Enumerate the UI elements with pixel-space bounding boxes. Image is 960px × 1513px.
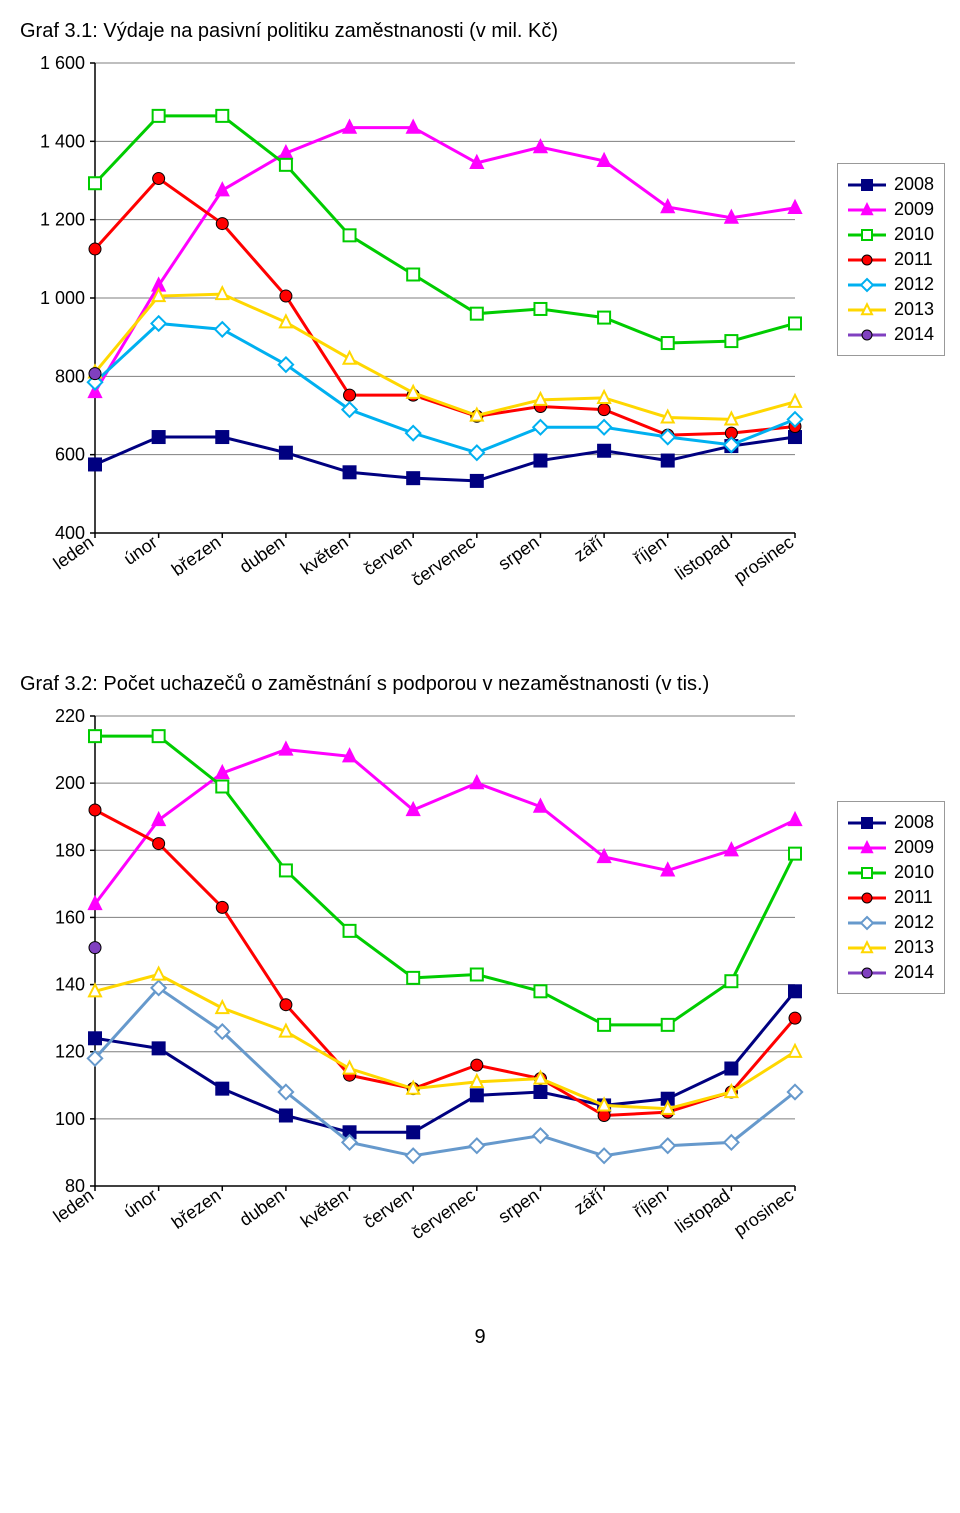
legend-label: 2009	[894, 199, 934, 220]
legend-item: 2009	[848, 199, 934, 220]
chart2-svg: 80100120140160180200220ledenúnorbřezendu…	[20, 706, 920, 1266]
legend-label: 2010	[894, 224, 934, 245]
legend-item: 2014	[848, 324, 934, 345]
legend-swatch	[848, 253, 886, 267]
chart1-title: Graf 3.1: Výdaje na pasivní politiku zam…	[20, 20, 940, 43]
legend-label: 2012	[894, 912, 934, 933]
svg-text:červenec: červenec	[408, 532, 479, 590]
legend-swatch	[848, 178, 886, 192]
legend-label: 2010	[894, 862, 934, 883]
legend-item: 2012	[848, 912, 934, 933]
svg-text:červenec: červenec	[408, 1185, 479, 1243]
svg-text:březen: březen	[168, 532, 225, 580]
legend-item: 2011	[848, 887, 934, 908]
svg-text:listopad: listopad	[671, 532, 733, 584]
legend-label: 2014	[894, 324, 934, 345]
legend-item: 2008	[848, 174, 934, 195]
chart2-title: Graf 3.2: Počet uchazečů o zaměstnání s …	[20, 673, 940, 696]
svg-text:říjen: říjen	[630, 532, 670, 568]
legend-item: 2013	[848, 299, 934, 320]
svg-text:květen: květen	[297, 1185, 352, 1232]
legend-item: 2013	[848, 937, 934, 958]
svg-text:220: 220	[55, 706, 85, 726]
legend-swatch	[848, 866, 886, 880]
chart1-legend: 2008 2009 2010 2011 2012	[837, 163, 945, 356]
legend-swatch	[848, 303, 886, 317]
legend-label: 2013	[894, 937, 934, 958]
svg-text:200: 200	[55, 773, 85, 793]
legend-label: 2014	[894, 962, 934, 983]
legend-item: 2014	[848, 962, 934, 983]
svg-text:180: 180	[55, 840, 85, 860]
svg-text:160: 160	[55, 907, 85, 927]
legend-swatch	[848, 941, 886, 955]
svg-text:září: září	[570, 532, 606, 566]
legend-swatch	[848, 228, 886, 242]
legend-item: 2010	[848, 224, 934, 245]
page-number: 9	[20, 1326, 940, 1349]
legend-label: 2013	[894, 299, 934, 320]
svg-text:únor: únor	[120, 532, 161, 569]
legend-item: 2011	[848, 249, 934, 270]
svg-text:duben: duben	[236, 1185, 288, 1230]
svg-text:září: září	[570, 1185, 606, 1219]
svg-text:140: 140	[55, 975, 85, 995]
legend-swatch	[848, 278, 886, 292]
svg-text:1 000: 1 000	[40, 288, 85, 308]
legend-swatch	[848, 328, 886, 342]
legend-label: 2011	[894, 887, 933, 908]
svg-text:srpen: srpen	[494, 1185, 542, 1227]
chart1-container: 4006008001 0001 2001 4001 600ledenúnorbř…	[20, 53, 940, 613]
chart2-container: 80100120140160180200220ledenúnorbřezendu…	[20, 706, 940, 1266]
svg-text:duben: duben	[236, 532, 288, 577]
chart1-svg: 4006008001 0001 2001 4001 600ledenúnorbř…	[20, 53, 920, 613]
legend-item: 2010	[848, 862, 934, 883]
svg-text:600: 600	[55, 445, 85, 465]
legend-swatch	[848, 916, 886, 930]
svg-text:120: 120	[55, 1042, 85, 1062]
svg-text:1 200: 1 200	[40, 210, 85, 230]
legend-label: 2008	[894, 174, 934, 195]
svg-text:srpen: srpen	[494, 532, 542, 574]
legend-item: 2009	[848, 837, 934, 858]
legend-label: 2012	[894, 274, 934, 295]
svg-text:1 600: 1 600	[40, 53, 85, 73]
svg-text:červen: červen	[360, 1185, 416, 1232]
legend-swatch	[848, 891, 886, 905]
svg-text:březen: březen	[168, 1185, 225, 1233]
svg-text:prosinec: prosinec	[730, 1185, 797, 1240]
legend-swatch	[848, 966, 886, 980]
svg-text:listopad: listopad	[671, 1185, 733, 1237]
svg-text:říjen: říjen	[630, 1185, 670, 1221]
svg-text:červen: červen	[360, 532, 416, 579]
legend-swatch	[848, 841, 886, 855]
svg-text:únor: únor	[120, 1185, 161, 1222]
svg-text:1 400: 1 400	[40, 131, 85, 151]
legend-item: 2012	[848, 274, 934, 295]
svg-text:100: 100	[55, 1109, 85, 1129]
legend-label: 2008	[894, 812, 934, 833]
legend-swatch	[848, 816, 886, 830]
svg-text:800: 800	[55, 366, 85, 386]
legend-label: 2011	[894, 249, 933, 270]
svg-text:květen: květen	[297, 532, 352, 579]
svg-text:prosinec: prosinec	[730, 532, 797, 587]
chart2-legend: 2008 2009 2010 2011 2012	[837, 801, 945, 994]
legend-swatch	[848, 203, 886, 217]
legend-item: 2008	[848, 812, 934, 833]
legend-label: 2009	[894, 837, 934, 858]
